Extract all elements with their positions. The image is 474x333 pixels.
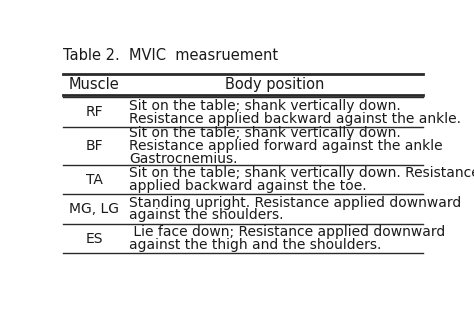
Text: Body position: Body position — [225, 77, 324, 92]
Text: Lie face down; Resistance applied downward: Lie face down; Resistance applied downwa… — [129, 225, 445, 239]
Text: MG, LG: MG, LG — [69, 202, 119, 216]
Text: Resistance applied backward against the ankle.: Resistance applied backward against the … — [129, 112, 461, 126]
Text: Sit on the table; shank vertically down.: Sit on the table; shank vertically down. — [129, 99, 401, 113]
Text: Muscle: Muscle — [69, 77, 120, 92]
Text: RF: RF — [86, 105, 103, 119]
Text: Standing upright. Resistance applied downward: Standing upright. Resistance applied dow… — [129, 196, 461, 210]
Text: against the shoulders.: against the shoulders. — [129, 208, 283, 222]
Text: against the thigh and the shoulders.: against the thigh and the shoulders. — [129, 238, 381, 252]
Text: applied backward against the toe.: applied backward against the toe. — [129, 179, 366, 193]
Text: Table 2.  MVIC  measruement: Table 2. MVIC measruement — [63, 48, 278, 63]
Text: Gastrocnemius.: Gastrocnemius. — [129, 152, 237, 166]
Text: Sit on the table; shank vertically down.: Sit on the table; shank vertically down. — [129, 126, 401, 140]
Text: ES: ES — [86, 231, 103, 245]
Text: Resistance applied forward against the ankle: Resistance applied forward against the a… — [129, 139, 443, 153]
Text: BF: BF — [86, 139, 103, 153]
Text: Sit on the table; shank vertically down. Resistance: Sit on the table; shank vertically down.… — [129, 166, 474, 180]
Text: TA: TA — [86, 172, 103, 186]
